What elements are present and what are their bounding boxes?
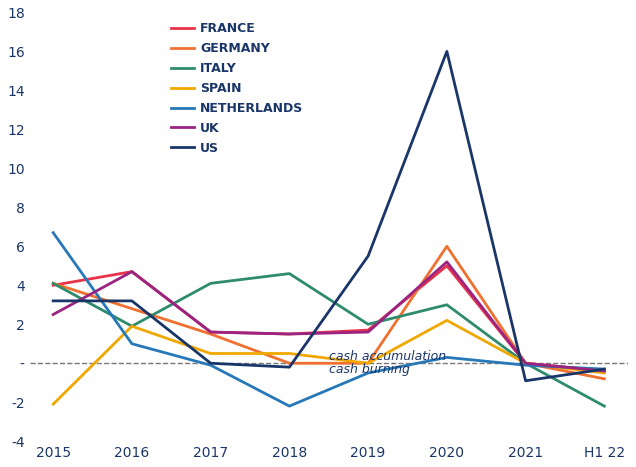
UK: [364, 329, 372, 335]
UK: [128, 269, 135, 275]
US: [128, 298, 135, 304]
FRANCE: [522, 361, 529, 366]
NETHERLANDS: [600, 366, 608, 372]
UK: [522, 361, 529, 366]
US: [364, 253, 372, 259]
SPAIN: [443, 318, 451, 323]
UK: [50, 311, 57, 317]
GERMANY: [286, 361, 293, 366]
GERMANY: [50, 281, 57, 286]
US: [522, 378, 529, 383]
GERMANY: [364, 361, 372, 366]
FRANCE: [50, 283, 57, 288]
US: [443, 49, 451, 54]
ITALY: [128, 324, 135, 329]
GERMANY: [128, 306, 135, 311]
ITALY: [50, 281, 57, 286]
Legend: FRANCE, GERMANY, ITALY, SPAIN, NETHERLANDS, UK, US: FRANCE, GERMANY, ITALY, SPAIN, NETHERLAN…: [167, 19, 307, 158]
SPAIN: [50, 401, 57, 407]
SPAIN: [286, 351, 293, 356]
Text: cash accumulation: cash accumulation: [329, 350, 446, 363]
Line: SPAIN: SPAIN: [53, 320, 604, 404]
FRANCE: [600, 368, 608, 374]
SPAIN: [364, 361, 372, 366]
GERMANY: [443, 243, 451, 249]
NETHERLANDS: [522, 362, 529, 368]
FRANCE: [128, 269, 135, 275]
ITALY: [207, 281, 214, 286]
FRANCE: [207, 329, 214, 335]
GERMANY: [600, 376, 608, 382]
Line: FRANCE: FRANCE: [53, 266, 604, 371]
NETHERLANDS: [443, 354, 451, 360]
NETHERLANDS: [207, 362, 214, 368]
Text: cash burning: cash burning: [329, 363, 410, 376]
SPAIN: [207, 351, 214, 356]
SPAIN: [128, 324, 135, 329]
FRANCE: [286, 331, 293, 337]
US: [50, 298, 57, 304]
UK: [443, 259, 451, 265]
GERMANY: [522, 361, 529, 366]
ITALY: [600, 403, 608, 409]
US: [207, 361, 214, 366]
FRANCE: [443, 263, 451, 269]
Line: GERMANY: GERMANY: [53, 246, 604, 379]
Line: NETHERLANDS: NETHERLANDS: [53, 233, 604, 406]
NETHERLANDS: [364, 370, 372, 376]
UK: [207, 329, 214, 335]
UK: [286, 331, 293, 337]
Line: UK: UK: [53, 262, 604, 371]
US: [286, 364, 293, 370]
ITALY: [364, 321, 372, 327]
ITALY: [522, 361, 529, 366]
ITALY: [286, 271, 293, 276]
US: [600, 366, 608, 372]
Line: ITALY: ITALY: [53, 274, 604, 406]
FRANCE: [364, 327, 372, 333]
NETHERLANDS: [50, 230, 57, 235]
SPAIN: [522, 361, 529, 366]
GERMANY: [207, 331, 214, 337]
ITALY: [443, 302, 451, 308]
NETHERLANDS: [286, 403, 293, 409]
NETHERLANDS: [128, 341, 135, 347]
UK: [600, 368, 608, 374]
SPAIN: [600, 370, 608, 376]
Line: US: US: [53, 51, 604, 381]
